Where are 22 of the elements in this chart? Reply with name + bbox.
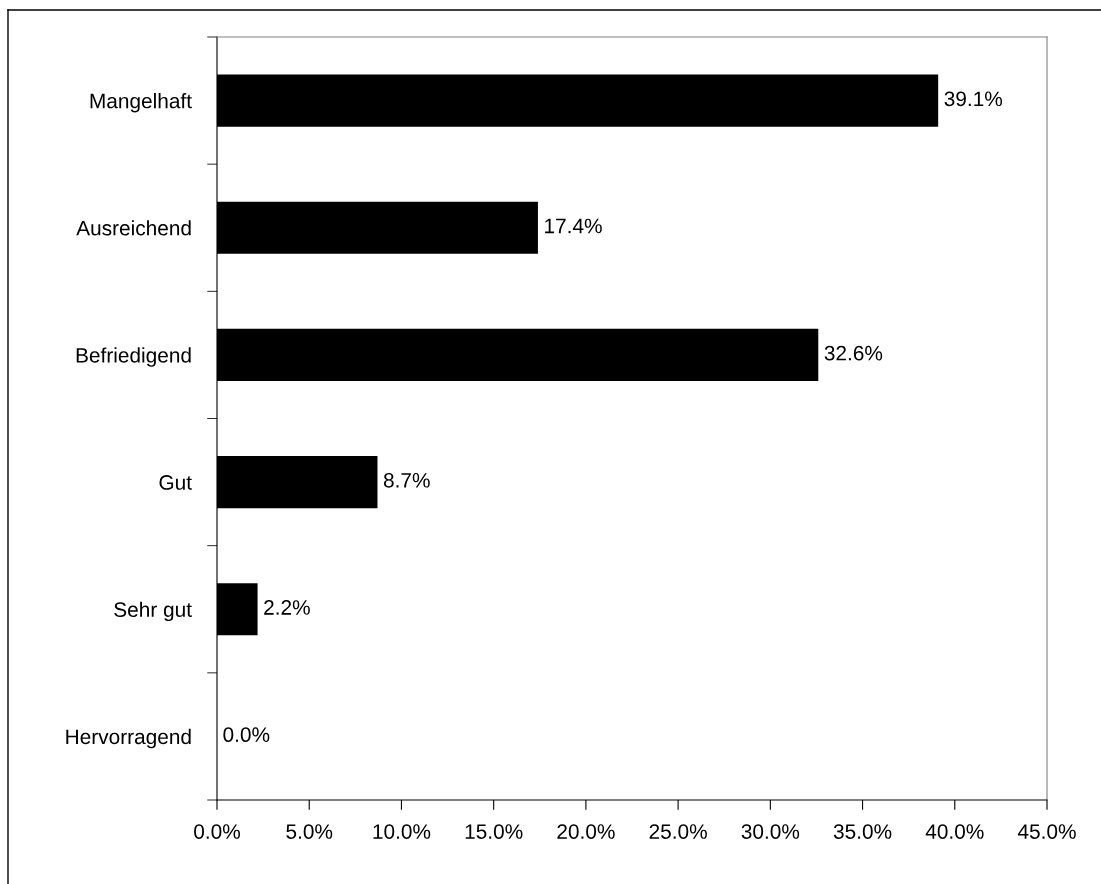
x-tick-label: 25.0%: [649, 824, 707, 839]
x-tick-label: 0.0%: [194, 824, 240, 839]
y-tick-label: Mangelhaft: [90, 93, 192, 113]
y-tick-label: Gut: [159, 475, 192, 490]
x-tick-label: 45.0%: [1017, 824, 1076, 839]
x-tick-label: 30.0%: [741, 824, 800, 839]
x-tick-label: 15.0%: [465, 824, 523, 839]
data-label: 8.7%: [383, 472, 430, 488]
data-label: 17.4%: [545, 218, 602, 234]
data-label: 39.1%: [944, 91, 1003, 107]
data-label: 2.2%: [264, 600, 310, 615]
x-tick-label: 40.0%: [925, 824, 984, 839]
x-tick-label: 35.0%: [833, 824, 892, 839]
y-tick-label: Hervorragend: [66, 728, 191, 749]
x-tick-label: 5.0%: [286, 824, 333, 839]
x-tick-label: 10.0%: [373, 824, 431, 839]
y-tick-label: Sehr gut: [114, 601, 192, 622]
x-tick-label: 20.0%: [557, 824, 615, 839]
y-tick-label: Befriedigend: [76, 347, 191, 367]
data-label: 32.6%: [824, 345, 883, 361]
data-label: 0.0%: [223, 727, 270, 743]
y-tick-label: Ausreichend: [76, 220, 191, 236]
